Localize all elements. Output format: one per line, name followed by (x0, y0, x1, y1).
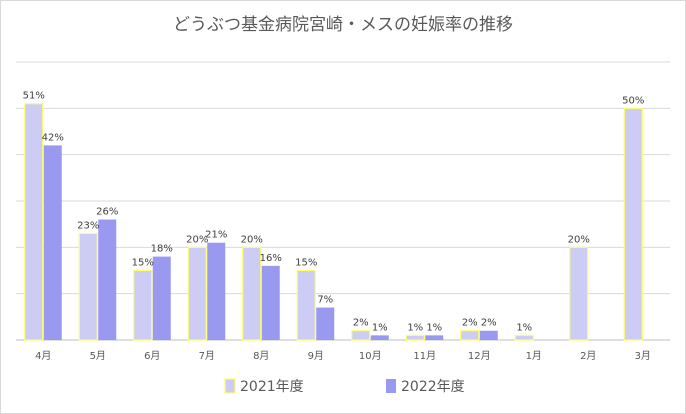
bar-2021 (623, 107, 643, 341)
legend-swatch-2022 (386, 379, 396, 393)
bar-2021 (187, 246, 207, 341)
bar-2022 (207, 242, 226, 340)
bar-2021 (133, 269, 153, 341)
data-label: 1% (372, 322, 388, 333)
data-label: 20% (241, 234, 263, 245)
x-tick-label: 5月 (90, 350, 106, 362)
bar-2021 (514, 334, 534, 341)
data-label: 1% (516, 322, 532, 333)
data-label: 2% (462, 318, 478, 329)
data-label: 15% (295, 258, 317, 269)
bar-2021 (569, 246, 589, 341)
bar-2022 (370, 335, 389, 340)
data-label: 7% (317, 295, 333, 306)
data-label: 51% (23, 91, 45, 102)
x-tick-labels: 4月 5月 6月 7月 8月 9月 10月 11月 12月 1月 2月 3月 (35, 350, 651, 362)
data-label: 18% (151, 244, 173, 255)
data-label: 16% (260, 253, 282, 264)
data-label: 23% (77, 220, 99, 231)
data-label: 1% (426, 322, 442, 333)
bar-2022 (152, 256, 171, 340)
legend: 2021年度 2022年度 (224, 378, 465, 395)
bar-2021 (351, 330, 371, 341)
bars (24, 103, 643, 341)
x-tick-label: 2月 (580, 350, 596, 362)
data-label: 20% (186, 234, 208, 245)
data-label: 2% (353, 318, 369, 329)
x-tick-label: 8月 (253, 350, 269, 362)
bar-2022 (479, 330, 498, 340)
data-label: 42% (42, 132, 64, 143)
bar-2022 (43, 145, 62, 340)
bar-2022 (316, 307, 335, 340)
data-labels: 51%42%23%26%15%18%20%21% 20%16% 15%7%2% 1% 1… (23, 91, 645, 334)
data-label: 2% (481, 318, 497, 329)
x-tick-label: 11月 (413, 350, 436, 362)
x-tick-label: 1月 (526, 350, 542, 362)
bar-2022 (425, 335, 444, 340)
bar-2021 (296, 269, 316, 341)
x-tick-label: 7月 (199, 350, 215, 362)
legend-swatch-2021 (224, 378, 236, 394)
bar-2021 (78, 232, 98, 341)
data-label: 21% (205, 230, 227, 241)
data-label: 20% (568, 234, 590, 245)
x-tick-label: 10月 (359, 350, 382, 362)
x-tick-label: 6月 (144, 350, 160, 362)
x-tick-label: 3月 (635, 350, 651, 362)
bar-2021 (405, 334, 425, 341)
legend-label-2021: 2021年度 (240, 379, 304, 395)
data-label: 26% (96, 207, 118, 218)
gridlines (16, 61, 670, 341)
bar-2022 (98, 219, 117, 340)
data-label: 50% (622, 95, 644, 106)
data-label: 1% (407, 322, 423, 333)
bar-2021 (460, 330, 480, 341)
bar-2022 (261, 265, 280, 340)
legend-label-2022: 2022年度 (401, 379, 465, 395)
chart-title: どうぶつ基金病院宮崎・メスの妊娠率の推移 (173, 15, 513, 35)
bar-2021 (24, 103, 44, 341)
data-label: 15% (132, 258, 154, 269)
bar-2021 (242, 246, 262, 341)
x-tick-label: 12月 (468, 350, 491, 362)
x-tick-label: 9月 (308, 350, 324, 362)
x-tick-label: 4月 (35, 350, 51, 362)
